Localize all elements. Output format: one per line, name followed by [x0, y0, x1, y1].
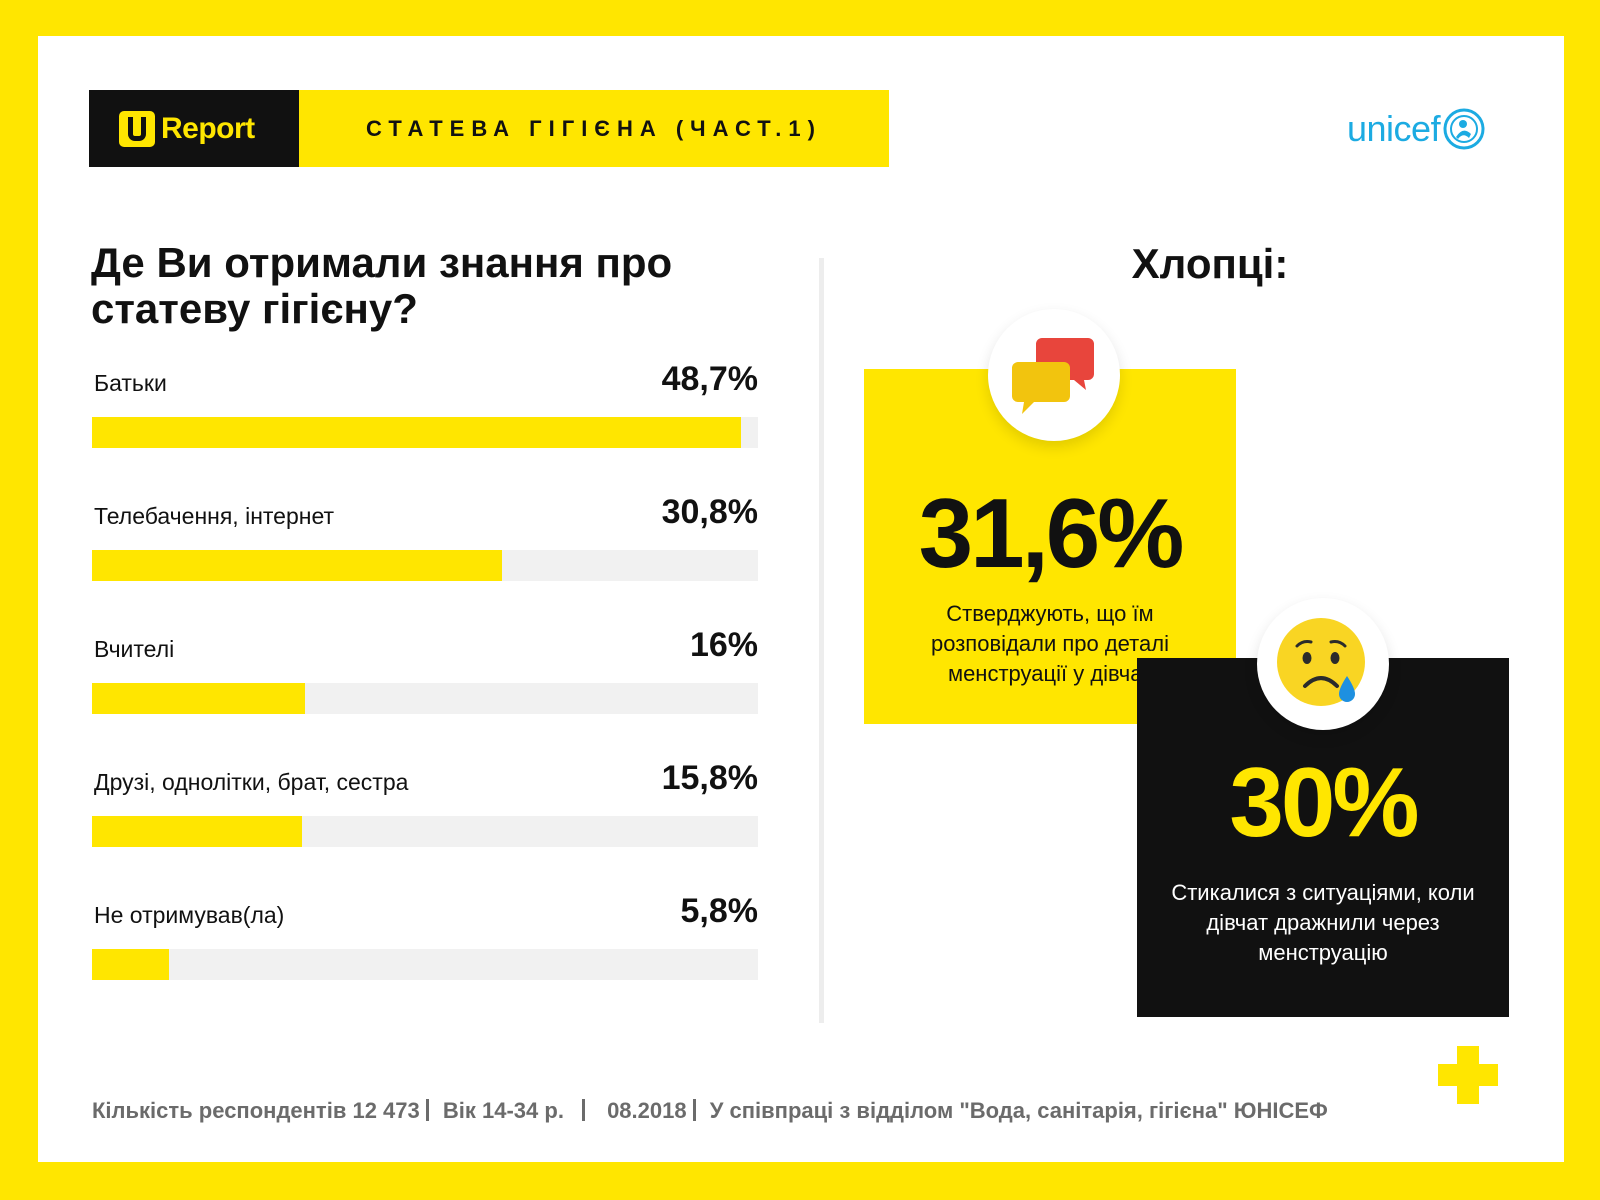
bar-label: Вчителі: [94, 636, 175, 662]
bar-label: Не отримував(ла): [94, 902, 285, 928]
stat-card-black: 30% Стикалися з ситуаціями, коли дівчат …: [1137, 658, 1509, 1017]
footer-separator: [692, 1099, 696, 1121]
brand-name: Report: [161, 111, 255, 145]
bar: [92, 417, 741, 448]
bar-label: Батьки: [94, 370, 167, 396]
bar-track: [92, 816, 758, 847]
footer-separator: [425, 1099, 429, 1121]
bar-track: [92, 683, 758, 714]
bar-value-label: 16%: [689, 626, 758, 664]
bar: [92, 949, 169, 980]
bar-value-label: 30,8%: [661, 493, 758, 531]
footer: Кількість респондентів 12 473 Вік 14-34 …: [92, 1098, 1328, 1124]
plus-decoration-bar: [1438, 1064, 1498, 1086]
divider: [819, 258, 824, 1023]
bar-track: [92, 417, 758, 448]
stat2-text: Стикалися з ситуаціями, коли дівчат драж…: [1171, 880, 1475, 965]
bar-track: [92, 550, 758, 581]
bar-row: Друзі, однолітки, брат, сестра 15,8%: [92, 759, 758, 859]
footer-date: 08.2018: [607, 1098, 687, 1123]
bar-row: Вчителі 16%: [92, 626, 758, 726]
bar-row: Телебачення, інтернет 30,8%: [92, 493, 758, 593]
bar-row: Не отримував(ла) 5,8%: [92, 892, 758, 992]
chart-title: Де Ви отримали знання про статеву гігієн…: [91, 239, 673, 332]
topic-title: СТАТЕВА ГІГІЄНА (ЧАСТ.1): [299, 90, 889, 167]
chat-bubbles-icon: [1012, 338, 1094, 414]
chat-bubble-badge: [988, 309, 1120, 441]
bar-label: Телебачення, інтернет: [94, 503, 335, 529]
ureport-u-icon: [119, 110, 155, 147]
bar-track: [92, 949, 758, 980]
bar-value-label: 48,7%: [661, 360, 758, 398]
sad-face-badge: [1257, 598, 1389, 730]
bar-label: Друзі, однолітки, брат, сестра: [94, 769, 409, 795]
stat1-value: 31,6%: [918, 478, 1185, 588]
unicef-globe-icon: [1443, 108, 1485, 150]
bar-value-label: 15,8%: [661, 759, 758, 797]
unicef-logo: unicef: [1347, 104, 1486, 154]
bar: [92, 550, 502, 581]
footer-respondents: Кількість респондентів 12 473: [92, 1098, 420, 1123]
footer-partner: У співпраці з відділом "Вода, санітарія,…: [709, 1098, 1328, 1123]
bar-row: Батьки 48,7%: [92, 360, 758, 460]
footer-separator: [581, 1099, 585, 1121]
stat1-text: Стверджують, що їм розповідали про детал…: [931, 601, 1169, 686]
ureport-logo: Report: [89, 90, 299, 167]
stat2-value: 30%: [1229, 747, 1419, 857]
bar: [92, 683, 305, 714]
sad-crying-face-icon: [1277, 618, 1365, 706]
unicef-wordmark: unicef: [1347, 108, 1441, 149]
footer-age: Вік 14-34 р.: [442, 1098, 564, 1123]
boys-title: Хлопці:: [1131, 240, 1289, 287]
bar-value-label: 5,8%: [680, 892, 759, 930]
bar: [92, 816, 302, 847]
